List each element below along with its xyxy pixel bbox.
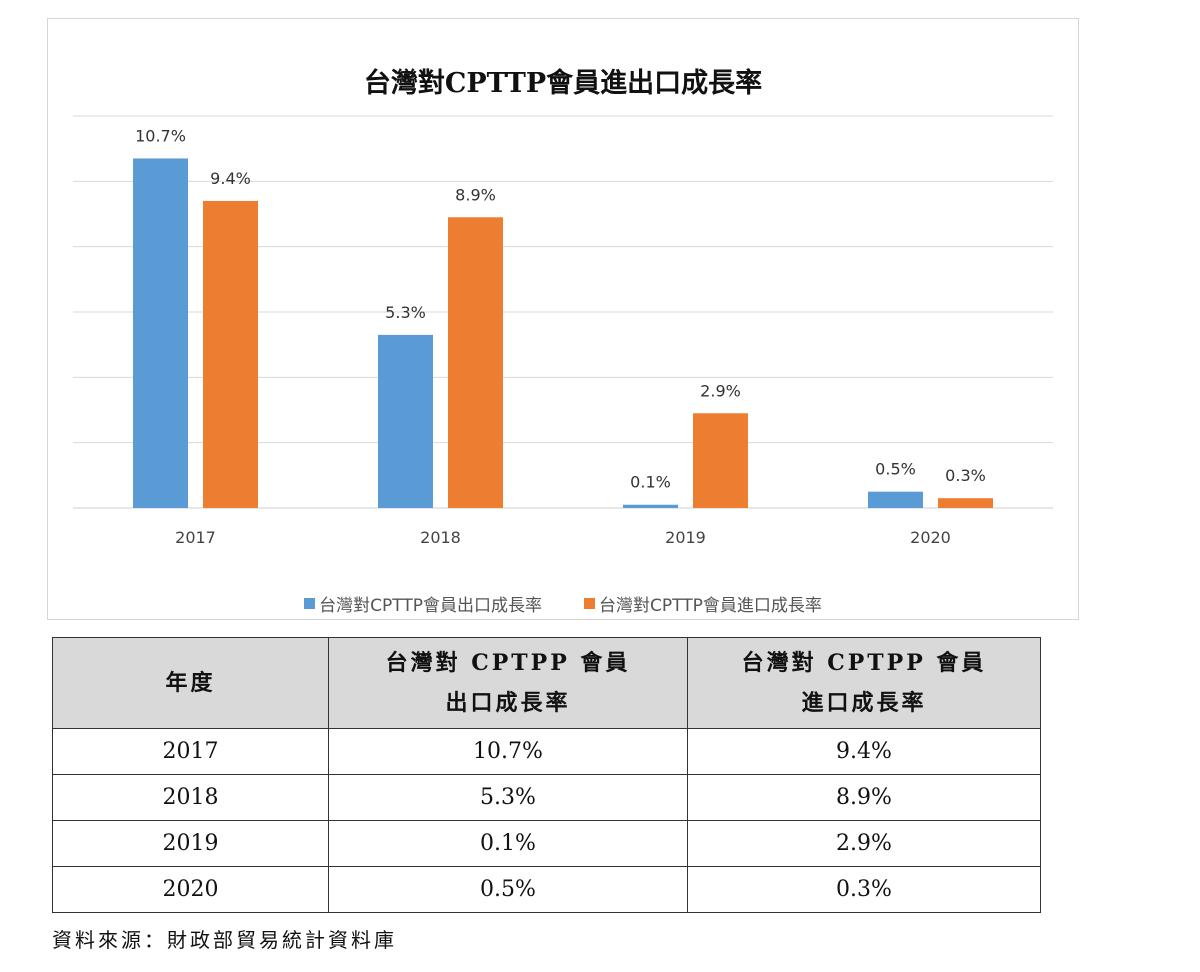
cell-import: 2.9% (687, 820, 1041, 867)
data-label: 0.1% (630, 473, 671, 492)
legend-label-export: 台灣對CPTTP會員出口成長率 (319, 596, 542, 616)
x-tick-label: 2020 (910, 528, 951, 547)
header-import: 台灣對 CPTPP 會員 進口成長率 (687, 637, 1041, 729)
data-label: 8.9% (455, 185, 496, 204)
header-export: 台灣對 CPTPP 會員 出口成長率 (328, 637, 688, 729)
bar-import (938, 498, 993, 508)
data-label: 10.7% (135, 126, 186, 145)
growth-rate-table: 年度 台灣對 CPTPP 會員 出口成長率 台灣對 CPTPP 會員 進口成長率… (52, 637, 1041, 913)
cell-export: 0.5% (328, 866, 688, 913)
legend-swatch-export (304, 598, 316, 609)
data-label: 5.3% (385, 303, 426, 322)
bar-export (623, 504, 678, 508)
bar-import (448, 217, 503, 508)
legend-label-import: 台灣對CPTTP會員進口成長率 (599, 596, 822, 616)
cell-export: 0.1% (328, 820, 688, 867)
table-header-row: 年度 台灣對 CPTPP 會員 出口成長率 台灣對 CPTPP 會員 進口成長率 (52, 637, 1041, 729)
bar-export (868, 491, 923, 508)
cell-year: 2020 (52, 866, 329, 913)
x-tick-label: 2019 (665, 528, 706, 547)
bar-export (378, 334, 433, 508)
table-row: 2017 10.7% 9.4% (52, 728, 1041, 775)
header-import-line2: 進口成長率 (801, 690, 927, 716)
table-row: 2020 0.5% 0.3% (52, 866, 1041, 913)
cell-year: 2018 (52, 774, 329, 821)
cell-export: 10.7% (328, 728, 688, 775)
legend-item-import: 台灣對CPTTP會員進口成長率 (584, 591, 822, 616)
header-import-line1: 台灣對 CPTPP 會員 (741, 650, 987, 676)
cell-year: 2017 (52, 728, 329, 775)
table-row: 2018 5.3% 8.9% (52, 774, 1041, 821)
cell-import: 9.4% (687, 728, 1041, 775)
bar-import (203, 200, 258, 508)
chart-container: 台灣對CPTTP會員進出口成長率 10.7% 9.4% 2017 5.3% 8.9% 20… (47, 18, 1079, 620)
source-note: 資料來源：財政部貿易統計資料庫 (52, 928, 397, 952)
header-year: 年度 (52, 637, 329, 729)
data-label: 2.9% (700, 381, 741, 400)
cell-export: 5.3% (328, 774, 688, 821)
header-export-line2: 出口成長率 (445, 690, 571, 716)
chart-title: 台灣對CPTTP會員進出口成長率 (363, 68, 763, 99)
bar-export (133, 158, 188, 508)
legend-item-export: 台灣對CPTTP會員出口成長率 (304, 591, 542, 616)
bar-import (693, 413, 748, 508)
data-label: 0.3% (945, 466, 986, 485)
x-tick-label: 2018 (420, 528, 461, 547)
header-export-line1: 台灣對 CPTPP 會員 (385, 650, 631, 676)
table-row: 2019 0.1% 2.9% (52, 820, 1041, 867)
cell-year: 2019 (52, 820, 329, 867)
data-label: 9.4% (210, 169, 251, 188)
cell-import: 8.9% (687, 774, 1041, 821)
legend-swatch-import (584, 598, 595, 609)
data-label: 0.5% (875, 460, 916, 479)
x-tick-label: 2017 (175, 528, 216, 547)
chart-legend: 台灣對CPTTP會員出口成長率 台灣對CPTTP會員進口成長率 (48, 591, 1078, 616)
bar-chart: 10.7% 9.4% 2017 5.3% 8.9% 2018 0.1% 2.9% 2019 0.5… (73, 115, 1053, 547)
cell-import: 0.3% (687, 866, 1041, 913)
